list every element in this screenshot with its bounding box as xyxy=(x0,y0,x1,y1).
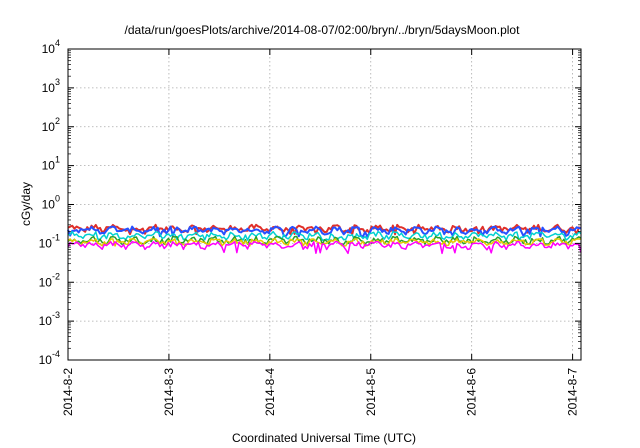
y-tick-label: 10-2 xyxy=(39,271,60,289)
x-tick-label: 2014-8-7 xyxy=(566,368,580,416)
y-tick-label: 102 xyxy=(42,116,60,134)
x-ticks: 2014-8-2 2014-8-3 2014-8-4 2014-8-5 2014-8-6… xyxy=(61,49,580,416)
series-line xyxy=(67,241,582,255)
y-tick-label: 103 xyxy=(42,77,60,95)
x-tick-label: 2014-8-6 xyxy=(465,368,479,416)
y-tick-label: 10-3 xyxy=(39,310,60,328)
series-group xyxy=(67,223,582,255)
y-tick-label: 10-4 xyxy=(39,349,60,367)
x-tick-label: 2014-8-5 xyxy=(364,368,378,416)
y-axis-label: cGy/day xyxy=(19,182,33,226)
x-axis-label: Coordinated Universal Time (UTC) xyxy=(232,431,416,445)
chart-title: /data/run/goesPlots/archive/2014-08-07/0… xyxy=(125,23,521,37)
y-tick-label: 10-1 xyxy=(39,232,60,250)
y-tick-label: 100 xyxy=(42,194,60,212)
series-line xyxy=(67,225,582,238)
x-tick-label: 2014-8-4 xyxy=(263,368,277,416)
y-tick-label: 104 xyxy=(42,38,60,56)
series-line xyxy=(67,235,582,245)
grid xyxy=(68,49,581,360)
x-tick-label: 2014-8-2 xyxy=(61,368,75,416)
x-tick-label: 2014-8-3 xyxy=(162,368,176,416)
y-ticks: 10-4 10-3 10-2 10-1 100 101 102 103 104 xyxy=(39,38,581,367)
y-tick-label: 101 xyxy=(42,155,60,173)
